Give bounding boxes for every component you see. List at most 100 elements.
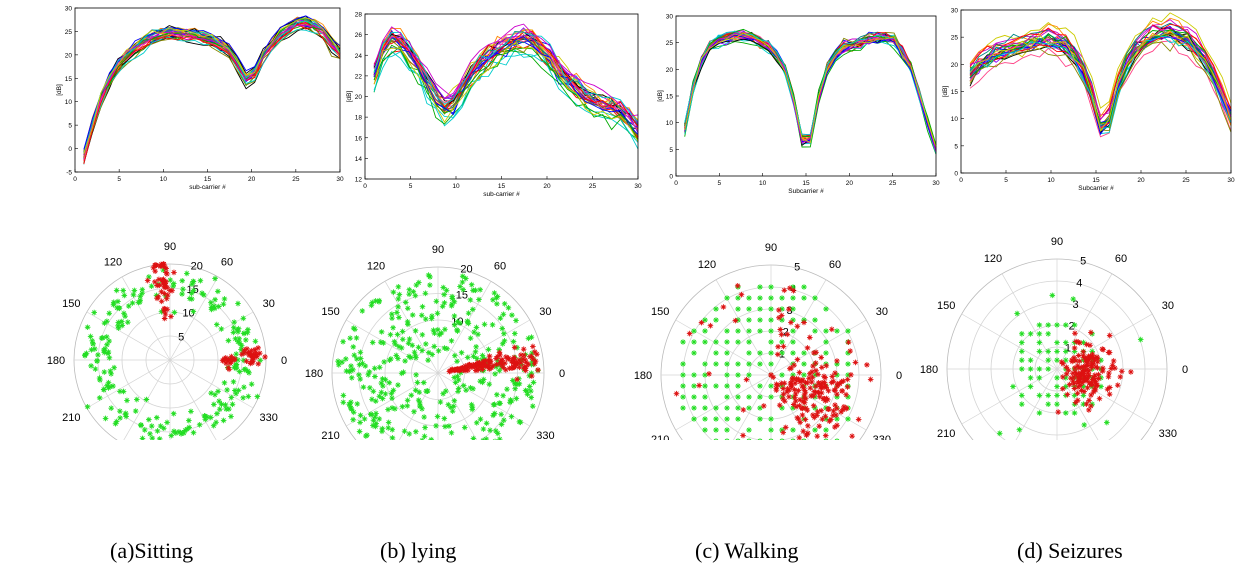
scatter-point bbox=[426, 349, 432, 356]
scatter-point bbox=[1084, 361, 1091, 368]
scatter-point bbox=[228, 413, 234, 420]
scatter-point bbox=[1089, 348, 1095, 355]
scatter-point bbox=[199, 290, 205, 297]
scatter-point bbox=[451, 299, 458, 305]
scatter-point bbox=[104, 318, 110, 325]
scatter-point bbox=[161, 308, 168, 314]
scatter-point bbox=[348, 375, 355, 381]
y-tick-label: 16 bbox=[355, 135, 363, 142]
series-line bbox=[969, 34, 1232, 134]
scatter-point bbox=[207, 414, 214, 421]
scatter-point bbox=[816, 423, 822, 429]
scatter-point bbox=[740, 432, 746, 439]
scatter-point bbox=[1099, 346, 1106, 352]
scatter-point bbox=[1064, 391, 1071, 398]
scatter-point bbox=[823, 405, 829, 411]
x-tick-label: 30 bbox=[1227, 177, 1235, 184]
scatter-point bbox=[1092, 380, 1099, 386]
scatter-point bbox=[494, 391, 500, 398]
scatter-point bbox=[113, 287, 120, 294]
scatter-point bbox=[348, 363, 354, 369]
scatter-point bbox=[250, 358, 256, 365]
angle-label: 150 bbox=[937, 300, 955, 312]
series-line bbox=[969, 12, 1232, 109]
scatter-point bbox=[421, 433, 428, 440]
scatter-point bbox=[821, 395, 828, 402]
scatter-point bbox=[188, 290, 195, 297]
scatter-point bbox=[457, 283, 463, 290]
scatter-point bbox=[522, 351, 529, 358]
scatter-point bbox=[232, 387, 238, 394]
scatter-point bbox=[1016, 426, 1023, 433]
angle-label: 90 bbox=[765, 242, 777, 254]
scatter-point bbox=[696, 382, 702, 389]
scatter-point bbox=[168, 432, 175, 439]
scatter-point bbox=[838, 409, 844, 415]
scatter-point bbox=[372, 298, 379, 304]
scatter-point bbox=[246, 350, 252, 357]
scatter-point bbox=[735, 405, 741, 411]
scatter-point bbox=[522, 357, 528, 363]
series-line bbox=[83, 24, 341, 155]
scatter-point bbox=[510, 338, 517, 345]
angle-label: 30 bbox=[263, 298, 275, 310]
scatter-point bbox=[108, 371, 114, 377]
x-tick-label: 5 bbox=[409, 183, 413, 190]
scatter-point bbox=[215, 288, 221, 295]
scatter-point bbox=[790, 438, 796, 440]
angle-label: 210 bbox=[937, 428, 955, 440]
scatter-point bbox=[1014, 310, 1020, 317]
series-line bbox=[83, 27, 341, 164]
scatter-point bbox=[787, 365, 793, 372]
scatter-point bbox=[473, 344, 479, 350]
polar-spoke bbox=[169, 276, 219, 361]
scatter-point bbox=[810, 392, 817, 399]
scatter-point bbox=[1045, 357, 1051, 363]
scatter-point bbox=[262, 354, 268, 360]
scatter-point bbox=[415, 344, 422, 351]
scatter-point bbox=[1071, 410, 1078, 416]
scatter-point bbox=[121, 292, 128, 299]
scatter-point bbox=[380, 340, 387, 346]
scatter-point bbox=[490, 362, 496, 369]
scatter-point bbox=[354, 401, 361, 407]
polar-spoke bbox=[437, 372, 530, 427]
scatter-point bbox=[1083, 356, 1089, 362]
scatter-point bbox=[1091, 357, 1098, 364]
y-tick-label: -5 bbox=[66, 170, 72, 177]
scatter-point bbox=[180, 286, 186, 292]
scatter-point bbox=[451, 374, 458, 381]
scatter-point bbox=[493, 294, 500, 301]
scatter-point bbox=[691, 339, 697, 345]
scatter-point bbox=[438, 330, 445, 336]
radial-label: 5 bbox=[178, 331, 184, 343]
scatter-point bbox=[399, 328, 406, 335]
scatter-point bbox=[809, 374, 816, 381]
scatter-point bbox=[437, 399, 444, 405]
scatter-point bbox=[797, 419, 803, 426]
scatter-point bbox=[152, 268, 158, 275]
scatter-point bbox=[517, 419, 524, 426]
scatter-point bbox=[354, 356, 360, 362]
scatter-point bbox=[376, 393, 383, 400]
scatter-point bbox=[395, 382, 401, 388]
scatter-point bbox=[509, 312, 515, 318]
scatter-point bbox=[505, 304, 512, 311]
scatter-point bbox=[515, 381, 521, 388]
scatter-point bbox=[454, 327, 460, 333]
scatter-point bbox=[487, 358, 494, 365]
scatter-point bbox=[500, 311, 507, 318]
scatter-point bbox=[843, 405, 849, 412]
scatter-point bbox=[190, 429, 197, 436]
scatter-point bbox=[724, 394, 730, 400]
scatter-point bbox=[473, 419, 480, 426]
y-tick-label: 20 bbox=[951, 62, 959, 69]
scatter-point bbox=[1098, 357, 1104, 363]
scatter-point bbox=[1085, 358, 1091, 365]
scatter-point bbox=[399, 403, 406, 410]
scatter-point bbox=[1027, 331, 1034, 337]
polar-chart-0: 03060901201501802102402703003305101520 bbox=[47, 241, 287, 440]
scatter-point bbox=[246, 370, 252, 376]
scatter-point bbox=[815, 371, 821, 378]
polar-spoke bbox=[770, 319, 867, 376]
